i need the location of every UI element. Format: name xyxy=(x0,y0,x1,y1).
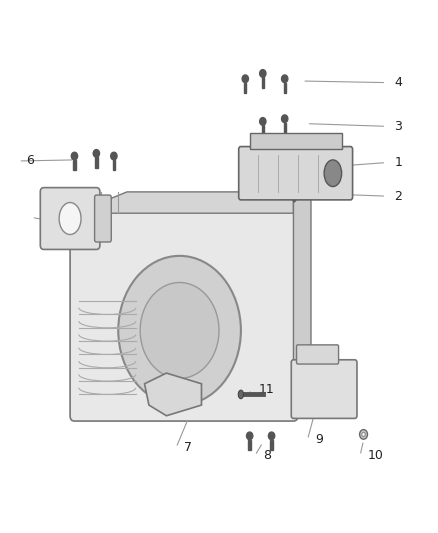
Bar xyxy=(244,83,247,93)
FancyBboxPatch shape xyxy=(239,147,353,200)
Circle shape xyxy=(282,115,288,123)
Circle shape xyxy=(282,75,288,83)
Circle shape xyxy=(242,75,248,83)
Text: 10: 10 xyxy=(368,449,384,462)
PathPatch shape xyxy=(250,133,342,149)
Text: 9: 9 xyxy=(315,433,323,446)
Bar xyxy=(288,192,296,202)
Bar xyxy=(113,160,115,171)
FancyBboxPatch shape xyxy=(70,208,298,421)
FancyBboxPatch shape xyxy=(95,195,111,242)
Bar xyxy=(248,440,251,450)
Bar xyxy=(270,440,273,450)
Text: 7: 7 xyxy=(184,441,192,454)
Ellipse shape xyxy=(324,160,342,187)
Ellipse shape xyxy=(238,390,244,399)
Bar xyxy=(261,77,264,88)
Circle shape xyxy=(247,432,253,440)
Bar xyxy=(95,157,98,168)
Ellipse shape xyxy=(362,432,365,437)
Ellipse shape xyxy=(360,430,367,439)
Text: 4: 4 xyxy=(394,76,402,89)
FancyBboxPatch shape xyxy=(291,360,357,418)
Circle shape xyxy=(260,118,266,125)
Text: 6: 6 xyxy=(26,155,34,167)
FancyBboxPatch shape xyxy=(40,188,100,249)
Text: 8: 8 xyxy=(263,449,271,462)
Circle shape xyxy=(260,70,266,77)
Text: 2: 2 xyxy=(394,190,402,203)
Bar xyxy=(283,123,286,133)
Ellipse shape xyxy=(59,203,81,235)
Bar xyxy=(283,83,286,93)
Bar xyxy=(261,125,264,136)
FancyBboxPatch shape xyxy=(297,345,339,364)
PathPatch shape xyxy=(145,373,201,416)
PathPatch shape xyxy=(74,192,293,213)
Circle shape xyxy=(71,152,78,160)
Ellipse shape xyxy=(118,256,241,405)
Ellipse shape xyxy=(140,282,219,378)
Circle shape xyxy=(268,432,275,440)
PathPatch shape xyxy=(293,165,311,416)
Circle shape xyxy=(284,187,290,195)
Circle shape xyxy=(111,152,117,160)
Bar xyxy=(73,160,76,171)
Circle shape xyxy=(93,150,99,157)
Text: 5: 5 xyxy=(39,211,47,224)
Text: 1: 1 xyxy=(394,156,402,169)
Text: 11: 11 xyxy=(258,383,274,395)
Text: 3: 3 xyxy=(394,120,402,133)
